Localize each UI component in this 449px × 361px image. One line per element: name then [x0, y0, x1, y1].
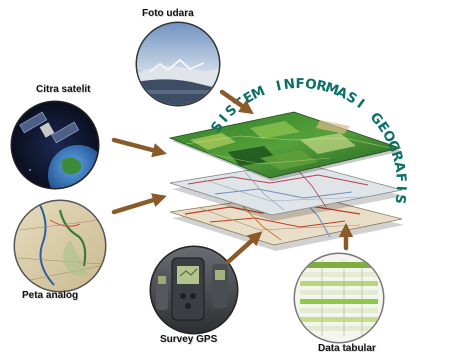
paper-map-icon — [13, 199, 107, 293]
label-data-tabular: Data tabular — [318, 343, 376, 354]
title-letter: M — [249, 83, 268, 103]
title-letter: F — [392, 172, 409, 182]
title-letter: R — [315, 77, 329, 95]
arrow-survey-gps — [225, 231, 263, 265]
gps-device-icon — [149, 245, 239, 335]
title-letter: O — [304, 76, 317, 93]
layer-stack — [168, 111, 404, 251]
title-letter: I — [393, 186, 409, 192]
title-letter: S — [391, 193, 408, 205]
title-letter: A — [391, 160, 409, 174]
arrow-foto-udara — [219, 89, 254, 115]
raster-layer — [168, 111, 402, 181]
title-letter: I — [275, 78, 283, 95]
satellite-icon — [10, 100, 100, 190]
aerial-photo-icon — [135, 21, 221, 107]
title-letter: F — [295, 76, 304, 92]
spreadsheet-icon — [293, 252, 385, 344]
arrow-peta-analog — [111, 193, 167, 215]
label-citra-satelit: Citra satelit — [36, 84, 91, 95]
arrow-citra-satelit — [111, 137, 167, 158]
label-peta-analog: Peta analog — [22, 290, 79, 301]
title-letter: N — [283, 76, 296, 93]
title-letter: M — [323, 79, 341, 98]
label-survey-gps: Survey GPS — [160, 334, 218, 345]
label-foto-udara: Foto udara — [142, 8, 194, 19]
arrows — [111, 89, 354, 265]
